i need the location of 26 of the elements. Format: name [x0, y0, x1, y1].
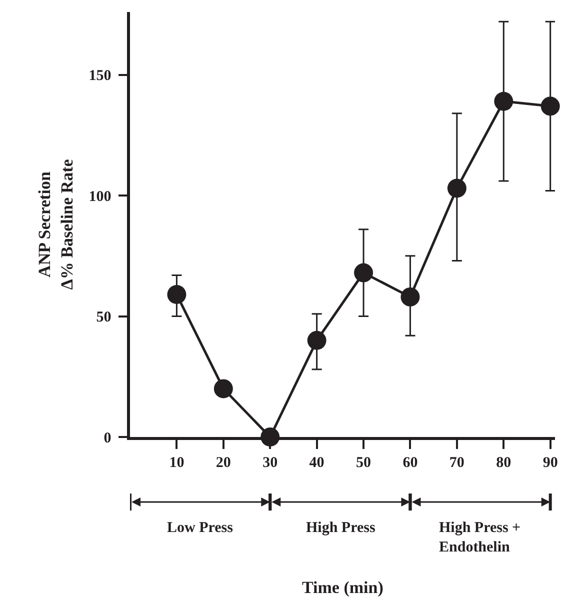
point	[540, 96, 560, 116]
y-tick-label: 150	[88, 68, 112, 84]
x-tick-label: 40	[309, 454, 324, 471]
x-tick-label: 30	[262, 454, 278, 471]
y-tick-label: 100	[88, 188, 112, 205]
text: Time (min)	[302, 578, 384, 597]
x-tick-label: 90	[542, 454, 558, 471]
y-tick-label: 50	[96, 310, 112, 326]
point	[307, 330, 326, 350]
x-tick-label: 60	[402, 454, 418, 471]
point	[494, 92, 514, 111]
text: High Press + Endothelin	[439, 520, 521, 556]
x-tick-label: 20	[216, 454, 231, 471]
point	[354, 263, 374, 282]
x-tick-label: 50	[356, 454, 372, 471]
point	[400, 287, 420, 306]
x-tick-label: 10	[169, 454, 184, 471]
point	[447, 178, 466, 198]
y-axis-title: ANP Secretion Δ% Baseline Rate	[35, 158, 76, 290]
point	[167, 285, 186, 304]
point	[214, 379, 233, 398]
x-tick-label: 70	[449, 454, 464, 471]
x-tick-label: 80	[496, 454, 512, 471]
text: High Press	[306, 520, 376, 536]
y-tick-label: 0	[104, 430, 112, 446]
text: Low Press	[167, 520, 234, 536]
